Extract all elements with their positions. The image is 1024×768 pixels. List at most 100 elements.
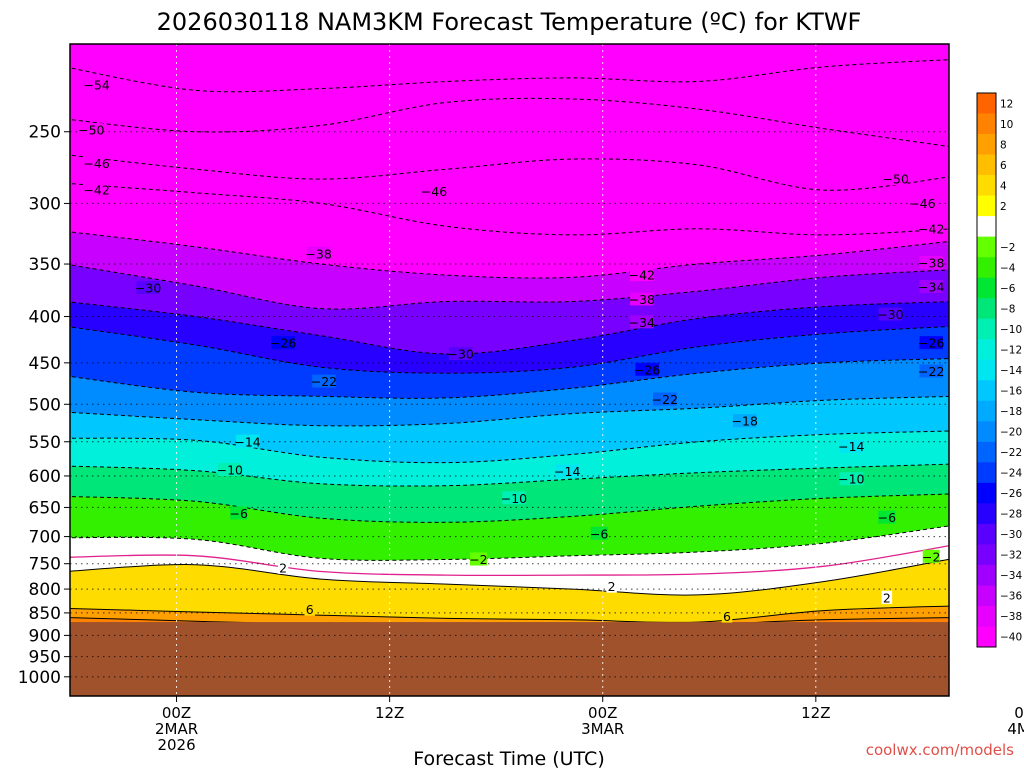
isotherm-labels: −54−50−46−42 −46−50−46−42−38−42−38−30−38−… [78, 78, 944, 625]
colorbar-bin [977, 523, 996, 545]
colorbar-bin [977, 462, 996, 484]
isotherm-line [70, 395, 949, 427]
isotherm-label-bg [469, 552, 487, 566]
isotherm-label-bg [590, 526, 608, 540]
isotherm-label-bg [230, 506, 248, 520]
isotherm-label: 6 [306, 602, 314, 617]
colorbar-bin [977, 93, 996, 114]
isotherm-label-bg [910, 196, 935, 210]
isotherm-label: −50 [78, 123, 104, 138]
colorbar-label: −36 [1000, 591, 1022, 603]
isotherm-label-bg [839, 439, 864, 453]
isotherm-label-bg [878, 510, 896, 524]
colorbar-label: 10 [1000, 119, 1013, 131]
isotherm-label-bg [271, 336, 295, 350]
freezing-isotherm-line [70, 545, 949, 577]
colorbar-bin [977, 605, 996, 627]
colorbar-label: −12 [1000, 344, 1022, 356]
x-tick-label: 00Z [162, 704, 191, 722]
isotherm-label-bg [630, 292, 654, 306]
isotherm-label: −18 [732, 414, 758, 429]
isotherm-label: −46 [421, 184, 447, 199]
colorbar-label: −22 [1000, 447, 1022, 459]
colorbar-label: 8 [1000, 139, 1007, 151]
isotherm-label: −10 [501, 491, 527, 506]
isotherm-label-bg [919, 221, 943, 235]
colorbar-bin [977, 400, 996, 422]
y-tick-label: 600 [29, 467, 61, 487]
colorbar-label: −20 [1000, 427, 1022, 439]
isotherm-label-bg [919, 279, 943, 293]
isotherm-label: −14 [838, 439, 864, 454]
isotherm-label: −30 [135, 281, 161, 296]
isotherm-label-bg [502, 491, 526, 505]
colorbar-bin [977, 503, 996, 525]
isotherm-line [70, 154, 949, 191]
isotherm-label: −6 [878, 510, 896, 525]
isotherm-label-bg [919, 336, 943, 350]
isotherm-label: 6 [723, 609, 731, 624]
isotherm-label-bg [218, 463, 242, 477]
colorbar-bin [977, 482, 996, 504]
colorbar-bin [977, 318, 996, 340]
x-tick-label: 4MAR [1007, 720, 1024, 738]
y-tick-label: 900 [29, 626, 61, 646]
y-tick-label: 750 [29, 555, 61, 575]
isotherm-label-bg [79, 123, 104, 137]
colorbar-label: −10 [1000, 324, 1022, 336]
isotherm-label: −38 [629, 292, 655, 307]
x-tick-label: 12Z [801, 704, 830, 722]
isotherm-label: −38 [918, 255, 944, 270]
y-tick-label: 550 [29, 433, 61, 453]
isotherm-line [70, 463, 949, 487]
x-tick-label: 00Z [588, 704, 617, 722]
isotherm-label: −22 [918, 364, 944, 379]
y-tick-label: 700 [29, 528, 61, 548]
isotherm-label-bg [306, 246, 331, 260]
colorbar-bin [977, 380, 996, 402]
isotherm-label: −22 [311, 374, 337, 389]
isotherm-label-bg [635, 362, 659, 376]
isotherm-label: −34 [629, 315, 655, 330]
x-tick-label: 12Z [375, 704, 404, 722]
colorbar-bin [977, 216, 996, 237]
colorbar-label: 4 [1000, 180, 1007, 192]
plot-frame [69, 43, 950, 697]
isotherm-label-bg [881, 590, 893, 604]
colorbar-label: −38 [1000, 611, 1022, 623]
y-tick-label: 500 [29, 395, 61, 415]
isotherm-label-bg [84, 156, 109, 170]
colorbar-label: −30 [1000, 529, 1022, 541]
isotherm-label: −50 [883, 172, 909, 187]
isotherm-label-bg [235, 434, 260, 448]
isotherm-label-bg [839, 472, 864, 486]
colorbar-label: −34 [1000, 570, 1022, 582]
colorbar-bin [977, 134, 996, 155]
isotherm-label: −34 [918, 279, 944, 294]
isotherm-label-bg [555, 464, 579, 478]
isotherm-label: −38 [305, 246, 331, 261]
colorbar-bin [977, 154, 996, 176]
isotherm-label-bg [733, 414, 757, 428]
colorbar-bin [977, 359, 996, 381]
y-tick-label: 800 [29, 580, 61, 600]
colorbar-bin [977, 195, 996, 217]
isotherm-label-bg [84, 183, 109, 197]
colorbar-bin [977, 113, 996, 135]
isotherm-line [70, 264, 949, 310]
y-tick-label: 400 [29, 308, 61, 328]
x-tick-label: 00Z [1014, 704, 1024, 722]
colorbar-bin [977, 585, 996, 607]
x-axis: 00Z2MAR202612Z00Z3MAR12Z00Z4MAR [155, 696, 1024, 754]
colorbar-label: −26 [1000, 488, 1022, 500]
colorbar-bin [977, 175, 996, 196]
y-tick-label: 850 [29, 604, 61, 624]
isotherm-label: −26 [918, 336, 944, 351]
colorbar-label: −32 [1000, 550, 1022, 562]
x-tick-label: 2026 [157, 736, 195, 754]
isotherm-label-bg [606, 579, 617, 593]
isotherm-label: −26 [270, 336, 296, 351]
isotherm-label: −2 [922, 549, 940, 564]
grid-lines [70, 44, 949, 696]
colorbar-bin [977, 564, 996, 586]
